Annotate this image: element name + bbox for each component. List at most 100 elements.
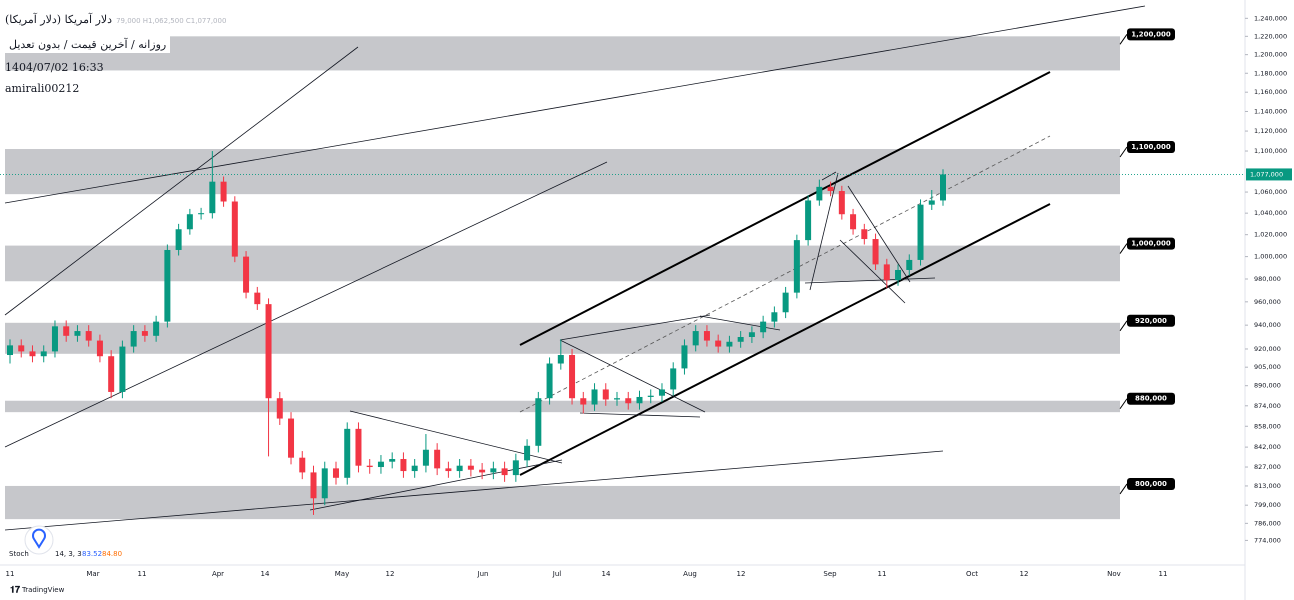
y-tick-label: 1,180,000 bbox=[1254, 69, 1287, 77]
candle-body bbox=[456, 465, 463, 472]
candle-body bbox=[85, 331, 92, 341]
candle-body bbox=[681, 345, 688, 369]
zone-label-box bbox=[1127, 392, 1175, 405]
y-tick-label: 827,000 bbox=[1254, 463, 1281, 471]
candle-body bbox=[737, 337, 744, 342]
y-tick-label: 905,000 bbox=[1254, 363, 1281, 371]
candle-body bbox=[332, 468, 339, 478]
candle-body bbox=[928, 200, 935, 205]
candle-body bbox=[771, 312, 778, 322]
triangle-line bbox=[579, 412, 701, 418]
y-tick-label: 858,000 bbox=[1254, 422, 1281, 430]
indicator-params: 14, 3, 3 bbox=[55, 550, 82, 558]
candle-body bbox=[838, 191, 845, 215]
x-tick-label: Nov bbox=[1107, 570, 1121, 578]
zone-label-box bbox=[1127, 314, 1175, 327]
x-tick-label: May bbox=[335, 570, 349, 578]
y-tick-label: 774,000 bbox=[1254, 536, 1281, 544]
y-tick-label: 1,240,000 bbox=[1254, 14, 1287, 22]
channel-lower bbox=[519, 203, 1051, 476]
triangle-line bbox=[349, 410, 563, 464]
triangle-line bbox=[559, 339, 706, 413]
candle-body bbox=[850, 214, 857, 230]
logo-badge bbox=[24, 525, 54, 555]
x-tick-label: Apr bbox=[212, 570, 224, 578]
candle-body bbox=[108, 356, 115, 392]
candle-body bbox=[377, 461, 384, 468]
candle-body bbox=[535, 398, 542, 446]
candle-body bbox=[715, 340, 722, 347]
zone-label: 1,200,000 bbox=[1131, 30, 1171, 38]
x-tick-label: 11 bbox=[138, 570, 147, 578]
x-tick-label: Jun bbox=[477, 570, 489, 578]
zone-label-box bbox=[1127, 477, 1175, 490]
candle-body bbox=[130, 331, 137, 347]
candle-body bbox=[748, 332, 755, 338]
trendline bbox=[4, 46, 359, 316]
candle-body bbox=[614, 398, 621, 400]
candles bbox=[0, 151, 1245, 515]
candle-body bbox=[872, 239, 879, 265]
flag-line bbox=[839, 239, 906, 304]
candle-body bbox=[389, 459, 396, 462]
wedge-line bbox=[809, 172, 839, 291]
candle-body bbox=[422, 449, 429, 466]
x-tick-label: Sep bbox=[823, 570, 837, 578]
y-tick-label: 980,000 bbox=[1254, 275, 1281, 283]
candle-body bbox=[96, 340, 103, 357]
zone bbox=[5, 400, 1120, 413]
zone-label: 1,100,000 bbox=[1131, 143, 1171, 151]
candle-body bbox=[7, 345, 13, 356]
candle-body bbox=[546, 363, 553, 399]
candle-body bbox=[400, 459, 407, 472]
zone-label-box bbox=[1127, 28, 1175, 41]
symbol-title: دلار آمریکا (دلار آمریکا) bbox=[5, 13, 113, 26]
triangle-line bbox=[559, 314, 711, 341]
candle-body bbox=[569, 355, 576, 399]
candle-body bbox=[479, 469, 486, 473]
header-title-row: دلار آمریکا (دلار آمریکا) 79,000 H1,062,5… bbox=[5, 13, 226, 26]
y-tick-label: 842,000 bbox=[1254, 443, 1281, 451]
candle-body bbox=[782, 292, 789, 313]
zone-label-leader bbox=[1119, 483, 1128, 495]
y-tick-label: 920,000 bbox=[1254, 345, 1281, 353]
y-tick-label: 1,020,000 bbox=[1254, 231, 1287, 239]
candle-body bbox=[186, 214, 193, 230]
candle-body bbox=[726, 341, 733, 347]
candle-body bbox=[231, 201, 238, 257]
logo-text: TradingView bbox=[21, 586, 65, 594]
x-tick-label: Oct bbox=[966, 570, 978, 578]
last-price-box bbox=[1246, 168, 1292, 181]
zone-label-box bbox=[1127, 141, 1175, 154]
y-tick-label: 940,000 bbox=[1254, 321, 1281, 329]
logo-icon bbox=[32, 528, 46, 549]
candle-body bbox=[74, 331, 81, 336]
y-tick-label: 813,000 bbox=[1254, 482, 1281, 490]
y-tick-label: 1,120,000 bbox=[1254, 127, 1287, 135]
price-axis: 1,240,000 1,220,000 1,200,000 1,180,000 1,16… bbox=[1244, 0, 1292, 600]
candle-body bbox=[288, 418, 295, 458]
candle-body bbox=[906, 259, 913, 270]
ohlc: 79,000 H1,062,500 C1,077,000 bbox=[116, 17, 227, 25]
zone-label-leader bbox=[1119, 398, 1128, 410]
candle-body bbox=[670, 368, 677, 390]
candle-body bbox=[299, 457, 306, 473]
candle-body bbox=[40, 351, 47, 357]
x-tick-label: 12 bbox=[386, 570, 395, 578]
indicator-d: 84.80 bbox=[102, 550, 122, 558]
candle-body bbox=[692, 331, 699, 346]
header-subtitle-row: روزانه / آخرین قیمت / بدون تعدیل bbox=[5, 36, 171, 53]
candle-body bbox=[658, 389, 665, 396]
zone bbox=[5, 36, 1120, 71]
zone bbox=[5, 245, 1120, 282]
x-tick-label: 11 bbox=[1159, 570, 1168, 578]
triangle-line bbox=[309, 459, 563, 511]
candle-body bbox=[861, 229, 868, 240]
zone-label-box bbox=[1127, 237, 1175, 250]
candle-body bbox=[917, 204, 924, 260]
trendline bbox=[4, 161, 608, 448]
time-axis: 11 Mar 11 Apr 14 May 12 Jun Jul 14 Aug 12 Sep 11 Oct 12… bbox=[6, 570, 1168, 578]
candle-body bbox=[490, 468, 497, 473]
x-tick-label: Mar bbox=[86, 570, 99, 578]
